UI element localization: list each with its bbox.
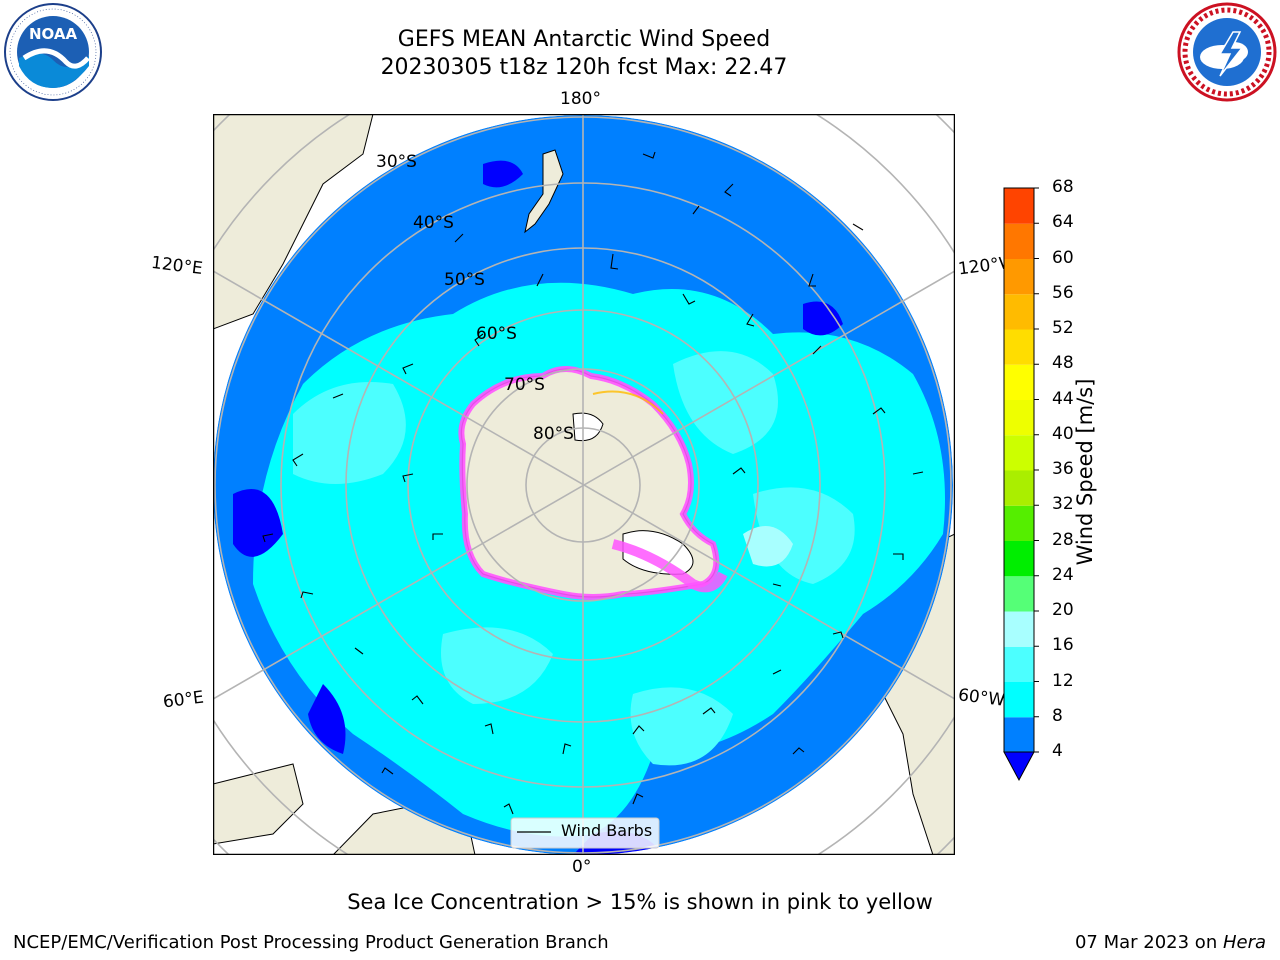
lon-label-lower-right: 60°W [956,685,1006,711]
colorbar-segment [1004,505,1034,541]
colorbar-segment [1004,435,1034,471]
graticule [212,114,956,855]
noaa-logo-icon: NOAA [2,2,104,102]
colorbar-segment [1004,329,1034,365]
lat-label-70s: 70°S [504,375,545,395]
lat-label-60s: 60°S [476,324,517,344]
colorbar-tick-label: 48 [1052,353,1074,374]
colorbar-segment [1004,470,1034,506]
svg-text:NOAA: NOAA [29,25,78,43]
colorbar-segment [1004,364,1034,400]
colorbar-tick-label: 8 [1052,705,1063,726]
footer-host: Hera [1222,932,1266,953]
lat-label-50s: 50°S [444,270,485,290]
colorbar-graphic [1003,187,1039,782]
nws-logo-icon [1176,2,1278,102]
colorbar-segment [1004,611,1034,647]
colorbar-segment [1004,223,1034,259]
colorbar-tick-label: 4 [1052,741,1063,761]
colorbar-segment [1004,682,1034,718]
colorbar-tick-label: 64 [1052,212,1074,233]
colorbar-segment [1004,294,1034,330]
colorbar-tick-label: 28 [1052,529,1074,550]
colorbar-segment [1004,188,1034,224]
wind-barbs [262,151,924,815]
colorbar-segment [1004,717,1034,753]
colorbar-segment [1004,259,1034,295]
colorbar-tick-label: 40 [1052,423,1074,444]
colorbar-tick-label: 20 [1052,600,1074,620]
lon-label-bottom: 0° [572,857,592,877]
colorbar-segment [1004,400,1034,436]
lat-label-40s: 40°S [413,213,454,233]
colorbar-segment [1004,646,1034,682]
map-frame [212,113,956,856]
lat-label-30s: 30°S [376,152,417,172]
legend-label: Wind Barbs [561,821,653,840]
colorbar-segment [1004,576,1034,612]
sea-ice-edge [458,366,720,600]
sea-ice-note: Sea Ice Concentration > 15% is shown in … [347,890,933,914]
ross-ice-shelf [622,530,694,575]
colorbar-extension [1003,751,1035,782]
colorbar-label: Wind Speed [m/s] [1073,378,1097,566]
lon-label-lower-left: 60°E [161,687,205,713]
lon-label-upper-left: 120°E [149,252,204,280]
polar-map [212,113,956,856]
title-line-1: GEFS MEAN Antarctic Wind Speed [397,27,771,52]
colorbar-segment [1004,541,1034,577]
colorbar-tick-label: 44 [1052,388,1074,409]
footer-date: 07 Mar 2023 on [1074,932,1223,953]
colorbar-tick-label: 36 [1052,459,1074,479]
colorbar-tick-label: 52 [1052,318,1074,338]
lon-label-top: 180° [560,89,601,109]
map-panel [212,113,956,856]
colorbar-tick-label: 16 [1052,635,1074,656]
legend-box [510,817,660,849]
footer-right: 07 Mar 2023 on Hera [1075,932,1266,953]
title-line-2: 20230305 t18z 120h fcst Max: 22.47 [380,55,788,80]
colorbar [1000,186,1040,786]
colorbar-tick-label: 32 [1052,494,1074,515]
colorbar-tick-label: 12 [1052,670,1074,691]
lat-label-80s: 80°S [533,424,574,444]
footer-left: NCEP/EMC/Verification Post Processing Pr… [13,932,609,953]
colorbar-ticks: 68 64 60 56 52 48 44 40 36 32 28 24 20 16 12 8 4 [1052,0,1112,960]
colorbar-tick-label: 68 [1052,177,1074,197]
chart-title: GEFS MEAN Antarctic Wind Speed 20230305 … [280,26,888,82]
colorbar-tick-label: 56 [1052,282,1074,303]
colorbar-tick-label: 60 [1052,247,1074,268]
colorbar-tick-label: 24 [1052,564,1074,585]
